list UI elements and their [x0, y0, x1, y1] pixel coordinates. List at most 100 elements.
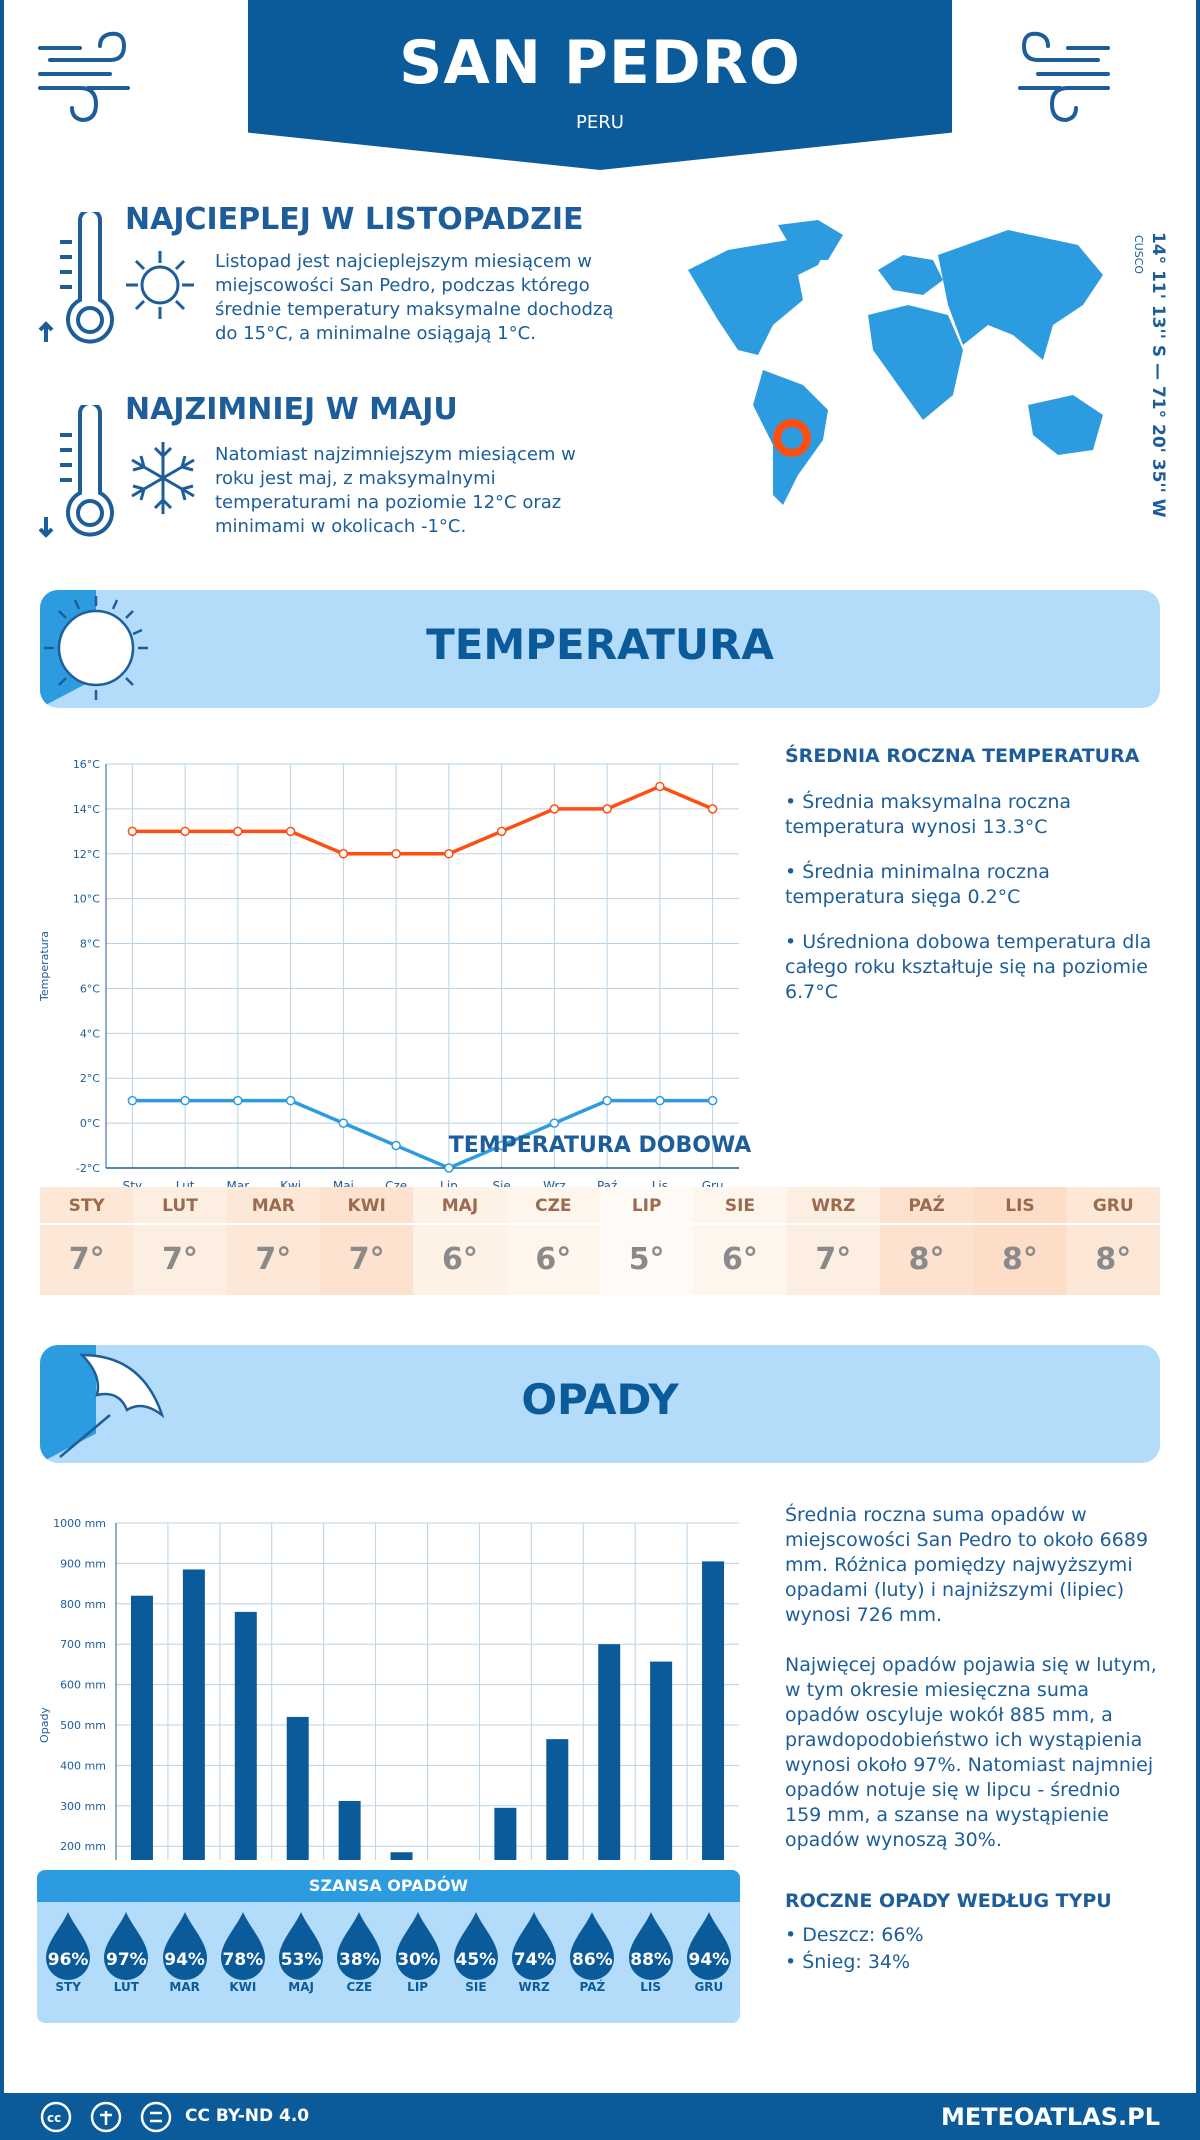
daily-cell: SIE 6°: [693, 1187, 787, 1295]
daily-temperature-table: STY 7° LUT 7° MAR 7° KWI 7° MAJ 6° CZE 6° LIP 5° SIE 6°…: [40, 1187, 1160, 1295]
snowflake-icon: [131, 442, 195, 514]
chance-month: PAŹ: [579, 1980, 606, 1994]
chance-month: MAJ: [288, 1980, 314, 1994]
y-tick-label: 500 mm: [60, 1719, 106, 1732]
y-tick-label: 12°C: [73, 848, 100, 861]
daily-value: 7°: [348, 1242, 385, 1277]
chance-value: 94%: [688, 1950, 730, 1970]
daily-month: LUT: [133, 1187, 227, 1225]
bar: [494, 1807, 517, 1860]
chance-month: GRU: [694, 1980, 724, 1994]
bar: [286, 1716, 309, 1860]
chance-drop: 86% PAŹ: [563, 1910, 621, 1994]
temperature-bullet: • Uśredniona dobowa temperatura dla całe…: [785, 931, 1152, 1003]
y-tick-label: 300 mm: [60, 1800, 106, 1813]
data-point: [127, 826, 138, 837]
data-point: [127, 1095, 138, 1106]
data-point: [496, 1140, 507, 1151]
daily-value: 6°: [442, 1242, 478, 1277]
data-point: [707, 1095, 718, 1106]
daily-value: 8°: [908, 1242, 945, 1277]
data-point: [444, 1163, 454, 1173]
y-tick-label: 600 mm: [60, 1679, 106, 1692]
chance-drop: 96% STY: [39, 1910, 97, 1994]
chance-month: LUT: [113, 1980, 139, 1994]
svg-text:cc: cc: [47, 2111, 61, 2125]
data-point: [549, 804, 560, 814]
raindrop-icon: [570, 1912, 615, 1980]
cold-title: NAJZIMNIEJ W MAJU: [125, 392, 458, 427]
wind-icon: [1018, 31, 1110, 123]
site-link[interactable]: METEOATLAS.PL: [940, 2103, 1160, 2131]
data-point: [233, 1095, 243, 1106]
license-text: CC BY-ND 4.0: [185, 2106, 310, 2126]
bar: [650, 1661, 673, 1860]
footer: cc CC BY-ND 4.0 METEOATLAS.PL: [0, 2093, 1200, 2140]
daily-cell: LIS 8°: [973, 1187, 1067, 1295]
daily-cell: LUT 7°: [133, 1187, 227, 1295]
chance-drop: 45% SIE: [447, 1910, 505, 1994]
daily-cell: KWI 7°: [319, 1187, 414, 1295]
daily-month: PAŹ: [879, 1187, 974, 1225]
data-point: [391, 1140, 401, 1151]
temperature-bullet: • Średnia minimalna roczna temperatura s…: [785, 861, 1050, 908]
data-point: [602, 804, 612, 814]
raindrop-icon: [104, 1912, 149, 1980]
temperature-title: TEMPERATURA: [426, 620, 774, 669]
daily-value: 7°: [68, 1242, 105, 1277]
country-label: PERU: [576, 112, 624, 133]
coordinates: 14° 11' 13'' S — 71° 20' 35'' W: [1148, 232, 1168, 518]
daily-title: TEMPERATURA DOBOWA: [448, 1133, 752, 1158]
y-axis-label: Opady: [38, 1707, 51, 1743]
chance-title: SZANSA OPADÓW: [37, 1870, 740, 1902]
temperature-summary-title: ŚREDNIA ROCZNA TEMPERATURA: [785, 745, 1140, 767]
y-tick-label: 700 mm: [60, 1638, 106, 1651]
chance-value: 45%: [455, 1950, 497, 1970]
daily-value: 7°: [815, 1242, 852, 1277]
location-marker-icon: [773, 419, 811, 457]
chance-month: LIS: [640, 1980, 661, 1994]
precip-type-snow: • Śnieg: 34%: [785, 1951, 911, 1973]
daily-value: 7°: [255, 1242, 292, 1277]
chance-value: 78%: [222, 1950, 264, 1970]
chance-drop: 53% MAJ: [272, 1910, 330, 1994]
chance-drop: 97% LUT: [97, 1910, 155, 1994]
bar: [234, 1611, 257, 1860]
data-point: [285, 826, 296, 837]
series-line: [132, 784, 714, 856]
y-tick-label: 14°C: [73, 803, 100, 816]
raindrop-icon: [337, 1912, 382, 1980]
chance-value: 86%: [572, 1950, 613, 1970]
y-tick-label: 900 mm: [60, 1557, 106, 1570]
precipitation-chart: 1000 mm 900 mm 800 mm 700 mm 600 mm 500 mm 400…: [38, 1517, 739, 1860]
chance-month: SIE: [465, 1980, 487, 1994]
y-tick-label: 200 mm: [60, 1840, 106, 1853]
hot-title: NAJCIEPLEJ W LISTOPADZIE: [125, 202, 584, 237]
data-point: [444, 849, 454, 859]
raindrop-icon: [512, 1912, 557, 1980]
y-tick-label: 6°C: [80, 982, 100, 995]
thermometer-hot-icon: [38, 212, 114, 344]
raindrop-icon: [628, 1912, 673, 1980]
world-map: [688, 220, 1103, 505]
chance-value: 53%: [280, 1950, 322, 1970]
data-point: [707, 804, 718, 814]
chance-value: 94%: [164, 1950, 205, 1970]
chance-month: LIP: [407, 1980, 429, 1994]
data-point: [338, 849, 349, 859]
chance-drop: 88% LIS: [622, 1910, 680, 1994]
cold-text: Natomiast najzimniejszym miesiącem w rok…: [215, 444, 576, 537]
precip-chance-panel: SZANSA OPADÓW 96% STY 97% LUT 94% MAR 78% KWI 53…: [37, 1870, 740, 2023]
daily-value: 8°: [1002, 1242, 1038, 1277]
temperature-banner: TEMPERATURA: [40, 590, 1160, 708]
y-tick-label: 10°C: [73, 893, 100, 906]
raindrop-icon: [220, 1912, 265, 1980]
data-point: [602, 1095, 612, 1106]
daily-month: LIS: [973, 1187, 1067, 1225]
daily-month: WRZ: [786, 1187, 880, 1225]
y-tick-label: 2°C: [80, 1072, 100, 1085]
bar: [390, 1852, 413, 1860]
data-point: [233, 826, 243, 837]
daily-month: MAR: [226, 1187, 320, 1225]
